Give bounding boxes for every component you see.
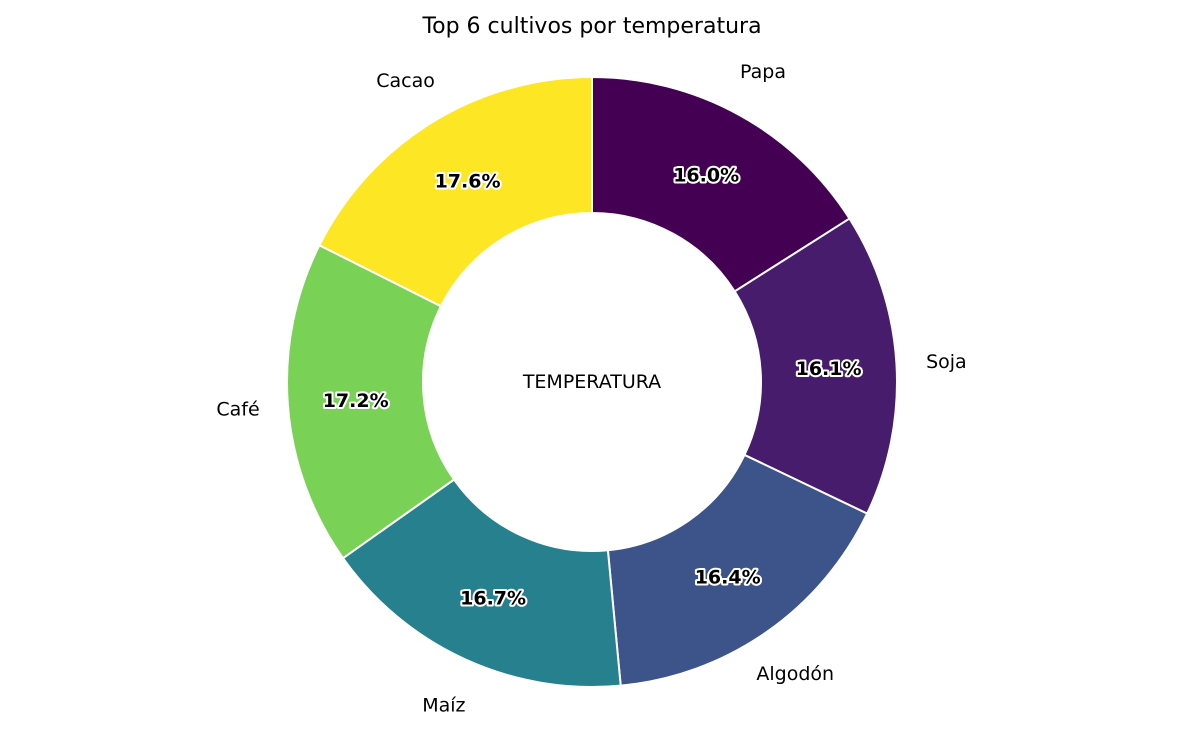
labels-group: 16.0% Papa 16.1% Soja 16.4% Algodón 16.7% Maíz 1…: [216, 61, 966, 717]
slices-group: [286, 75, 898, 688]
pct-label-papa: 16.0%: [673, 164, 739, 186]
category-label-cacao: Cacao: [376, 70, 435, 92]
chart-title: Top 6 cultivos por temperatura: [421, 14, 761, 39]
slice-soja: [733, 217, 898, 515]
pct-label-cafe: 17.2%: [323, 390, 389, 412]
category-label-papa: Papa: [740, 61, 786, 83]
category-label-maiz: Maíz: [422, 695, 465, 717]
pct-label-cacao: 17.6%: [435, 170, 501, 192]
slice-algodon: [606, 453, 869, 687]
pct-label-soja: 16.1%: [796, 358, 862, 380]
center-label: TEMPERATURA: [522, 371, 661, 393]
slice-papa: [591, 75, 851, 293]
pct-label-maiz: 16.7%: [460, 587, 526, 609]
slice-cacao: [318, 75, 593, 308]
pct-label-algodon: 16.4%: [695, 566, 761, 588]
category-label-soja: Soja: [926, 351, 967, 373]
slice-maiz: [341, 478, 622, 688]
slice-cafe: [286, 243, 456, 560]
category-label-algodon: Algodón: [756, 663, 834, 685]
category-label-cafe: Café: [216, 399, 259, 421]
